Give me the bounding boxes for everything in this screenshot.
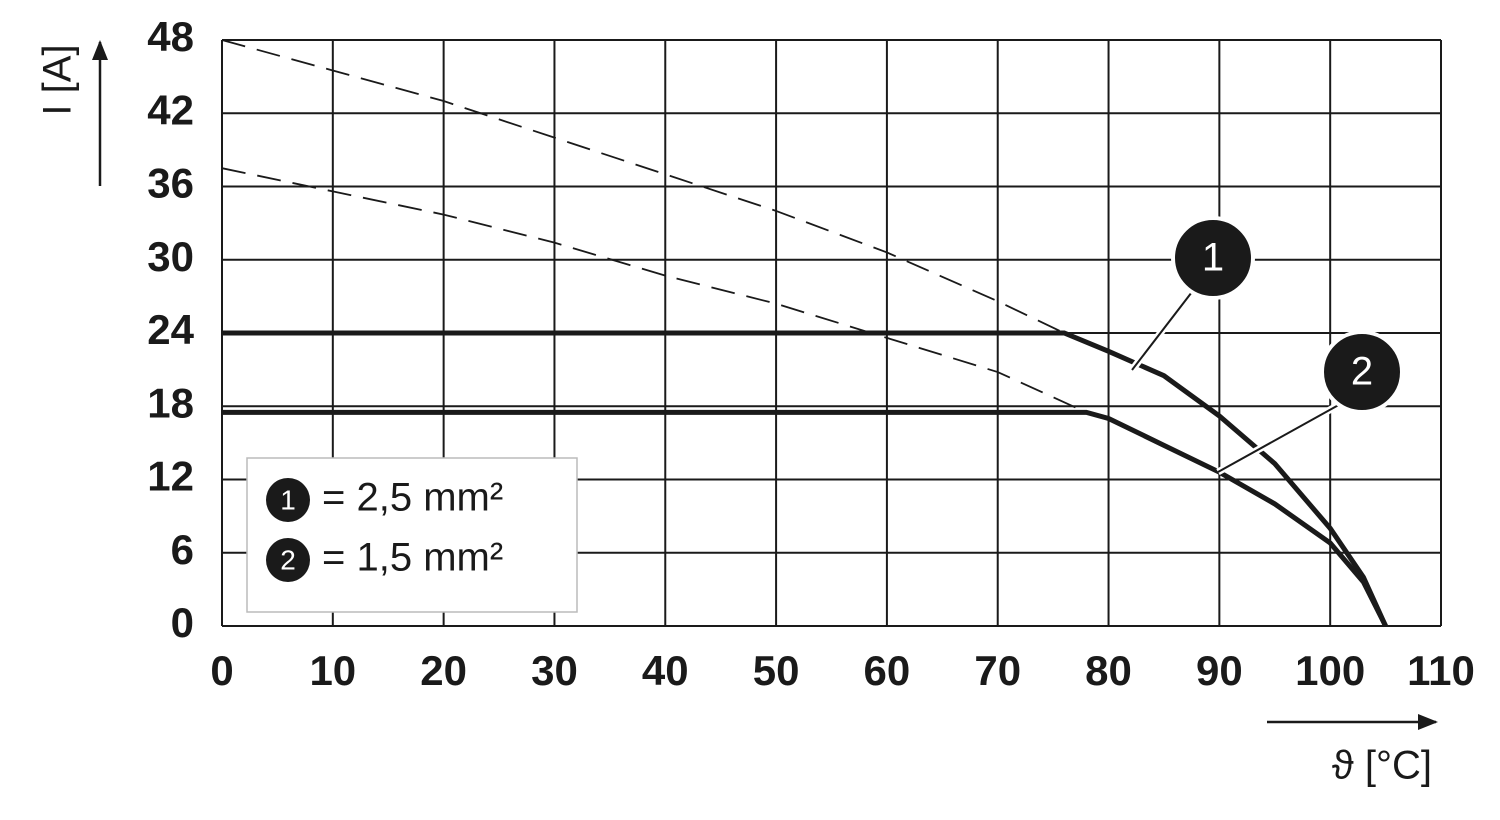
x-tick-label: 110 xyxy=(1407,647,1475,694)
dashed-line xyxy=(221,39,1065,334)
legend-label: = 2,5 mm² xyxy=(322,476,503,520)
y-tick-label: 18 xyxy=(147,379,194,426)
x-tick-label: 50 xyxy=(753,647,800,694)
x-tick-label: 30 xyxy=(531,647,578,694)
legend-marker-label: 1 xyxy=(280,484,296,515)
x-tick-label: 70 xyxy=(974,647,1021,694)
x-tick-label: 60 xyxy=(864,647,911,694)
x-tick-label: 20 xyxy=(420,647,467,694)
legend-label: = 1,5 mm² xyxy=(322,536,503,580)
line xyxy=(222,330,1388,628)
callout-label: 1 xyxy=(1202,236,1224,280)
y-tick-label: 36 xyxy=(147,160,194,207)
x-tick-label: 0 xyxy=(210,647,233,694)
y-tick-label: 48 xyxy=(147,13,194,60)
y-tick-label: 24 xyxy=(147,306,194,353)
legend-marker-label: 2 xyxy=(280,544,296,575)
y-tick-label: 12 xyxy=(147,453,194,500)
callout-circle xyxy=(1320,330,1404,414)
dashed-line xyxy=(221,167,1087,414)
callout-leader xyxy=(1131,287,1196,371)
y-tick-label: 0 xyxy=(171,599,194,646)
x-axis-label: ϑ [°C] xyxy=(1332,744,1432,788)
y-tick-label: 6 xyxy=(171,526,194,573)
legend-marker xyxy=(266,538,310,582)
x-tick-label: 40 xyxy=(642,647,689,694)
x-tick-label: 10 xyxy=(309,647,356,694)
legend-marker xyxy=(266,478,310,522)
y-tick-label: 42 xyxy=(147,86,194,133)
callout-circle xyxy=(1171,216,1255,300)
x-tick-label: 100 xyxy=(1295,647,1365,694)
y-tick-label: 30 xyxy=(147,233,194,280)
callout-leader xyxy=(1217,401,1345,473)
x-tick-label: 80 xyxy=(1085,647,1132,694)
x-tick-label: 90 xyxy=(1196,647,1243,694)
callout-label: 2 xyxy=(1351,350,1373,394)
y-axis-label: I [A] xyxy=(36,44,80,115)
